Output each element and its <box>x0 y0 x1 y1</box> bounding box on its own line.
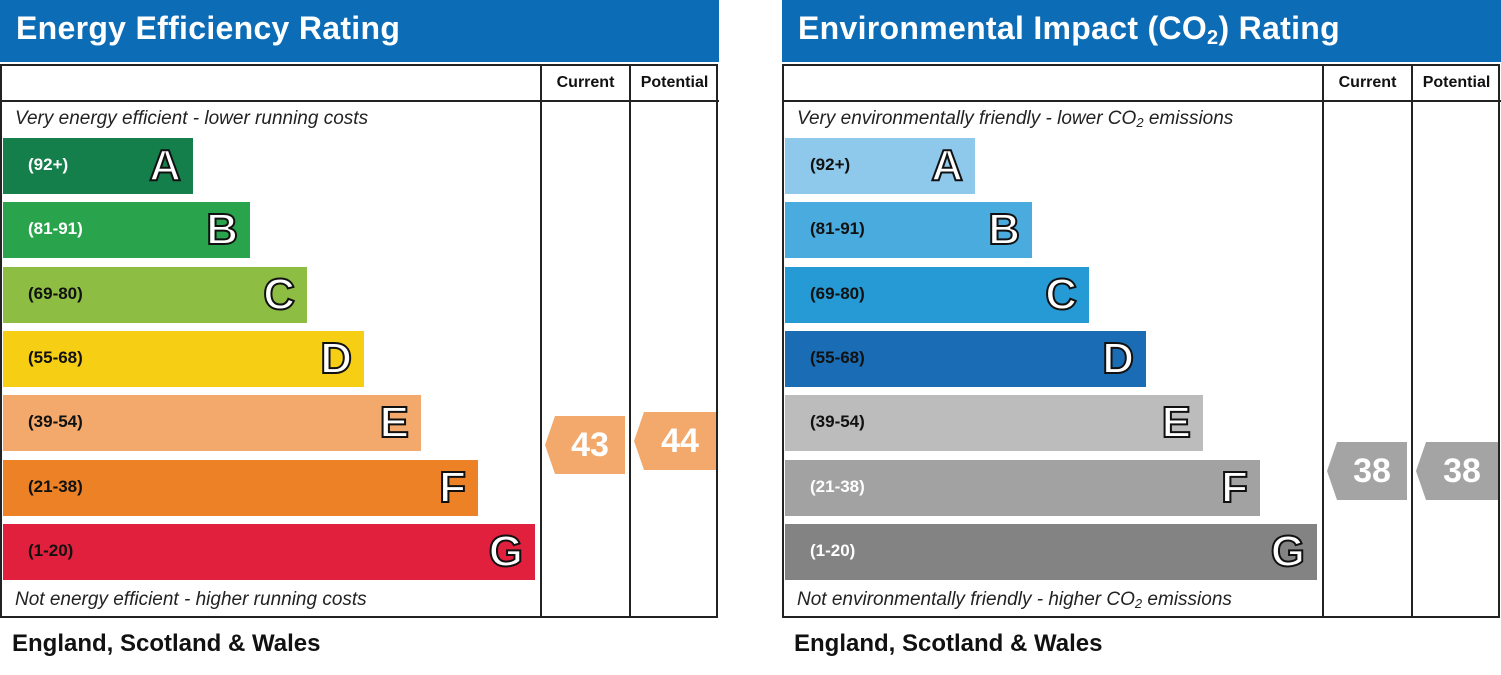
band-range-label: (81-91) <box>810 219 865 238</box>
footer-strip <box>782 620 1292 675</box>
band-letter: C <box>262 269 296 320</box>
band-letter: G <box>1270 526 1306 577</box>
band-c: (69-80) C <box>785 267 1089 323</box>
caption-part: Not environmentally friendly - higher CO <box>797 589 1135 610</box>
band-f: (21-38) F <box>785 460 1260 516</box>
band-range-label: (81-91) <box>28 219 83 238</box>
title-part: Environmental Impact (CO <box>798 10 1208 46</box>
marker-arrow <box>634 412 716 470</box>
marker-arrow-shape <box>1416 442 1498 500</box>
caption-part: emissions <box>1142 589 1232 610</box>
band-a: (92+) A <box>3 138 193 194</box>
energy-efficiency-chart: Energy Efficiency Rating Current Potenti… <box>0 0 720 675</box>
header-divider <box>782 100 1501 102</box>
band-range-label: (55-68) <box>28 348 83 367</box>
band-letter: A <box>930 140 964 191</box>
band-a: (92+) A <box>785 138 975 194</box>
band-letter: D <box>319 333 353 384</box>
environmental-impact-chart: Environmental Impact (CO2) Rating Curren… <box>782 0 1501 675</box>
marker-arrow-shape <box>1327 442 1407 500</box>
top-caption: Very environmentally friendly - lower CO… <box>797 108 1233 130</box>
band-letter: B <box>205 204 239 255</box>
marker-arrow-shape <box>634 412 716 470</box>
top-caption: Very energy efficient - lower running co… <box>15 108 369 129</box>
band-b: (81-91) B <box>785 202 1032 258</box>
band-g: (1-20) G <box>785 524 1317 580</box>
marker-arrow <box>1416 442 1498 500</box>
title-part: ) Rating <box>1218 10 1340 46</box>
column-divider <box>1322 64 1324 618</box>
footer-region: England, Scotland & Wales <box>12 630 321 657</box>
marker-arrow <box>545 416 625 474</box>
bottom-caption: Not energy efficient - higher running co… <box>15 589 367 610</box>
chart-title: Energy Efficiency Rating <box>16 10 401 46</box>
band-letter: E <box>1161 397 1192 448</box>
marker-arrow <box>1327 442 1407 500</box>
marker-value: 38 <box>1353 451 1391 490</box>
current-rating-marker: 38 <box>1327 442 1407 500</box>
band-d: (55-68) D <box>3 331 364 387</box>
band-range-label: (21-38) <box>28 477 83 496</box>
column-divider <box>629 64 631 618</box>
band-letter: E <box>379 397 410 448</box>
column-divider <box>540 64 542 618</box>
band-letter: C <box>1044 269 1078 320</box>
bottom-caption: Not environmentally friendly - higher CO… <box>797 589 1232 611</box>
band-range-label: (69-80) <box>810 284 865 303</box>
footer-strip <box>0 620 510 675</box>
potential-rating-marker: 44 <box>634 412 716 470</box>
potential-rating-marker: 38 <box>1416 442 1498 500</box>
band-range-label: (39-54) <box>810 412 865 431</box>
chart-title: Environmental Impact (CO2) Rating <box>798 10 1340 50</box>
caption-subscript: 2 <box>1134 596 1143 611</box>
band-letter: F <box>1220 462 1249 513</box>
band-range-label: (55-68) <box>810 348 865 367</box>
band-e: (39-54) E <box>785 395 1203 451</box>
band-range-label: (92+) <box>810 155 851 174</box>
column-header-potential: Potential <box>640 74 709 91</box>
band-d: (55-68) D <box>785 331 1146 387</box>
marker-arrow-shape <box>545 416 625 474</box>
footer-region: England, Scotland & Wales <box>794 630 1103 657</box>
band-range-label: (1-20) <box>810 541 856 560</box>
band-c: (69-80) C <box>3 267 307 323</box>
current-rating-marker: 43 <box>545 416 625 474</box>
title-subscript: 2 <box>1207 27 1219 49</box>
column-header-current: Current <box>1338 74 1397 91</box>
band-range-label: (39-54) <box>28 412 83 431</box>
marker-value: 38 <box>1443 451 1481 490</box>
band-letter: G <box>488 526 524 577</box>
title-bar <box>782 0 1501 62</box>
caption-subscript: 2 <box>1136 115 1144 130</box>
band-range-label: (21-38) <box>810 477 865 496</box>
column-divider <box>1411 64 1413 618</box>
band-b: (81-91) B <box>3 202 250 258</box>
band-letter: D <box>1101 333 1135 384</box>
band-letter: A <box>148 140 182 191</box>
caption-part: emissions <box>1143 108 1234 129</box>
band-range-label: (92+) <box>28 155 69 174</box>
band-letter: B <box>987 204 1021 255</box>
band-range-label: (69-80) <box>28 284 83 303</box>
band-letter: F <box>438 462 467 513</box>
header-divider <box>0 100 719 102</box>
marker-value: 43 <box>571 425 609 464</box>
marker-value: 44 <box>661 421 699 460</box>
caption-part: Very environmentally friendly - lower CO <box>797 108 1137 129</box>
band-e: (39-54) E <box>3 395 421 451</box>
band-f: (21-38) F <box>3 460 478 516</box>
band-g: (1-20) G <box>3 524 535 580</box>
title-bar <box>0 0 719 62</box>
column-header-potential: Potential <box>1422 74 1491 91</box>
band-range-label: (1-20) <box>28 541 74 560</box>
column-header-current: Current <box>556 74 615 91</box>
